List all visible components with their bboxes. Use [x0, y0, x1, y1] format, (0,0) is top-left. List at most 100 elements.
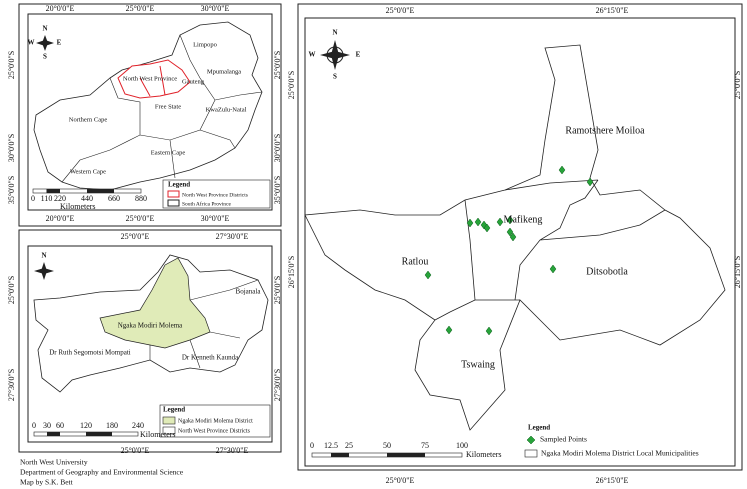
legend-item: South Africa Province — [182, 200, 231, 207]
place-label: Eastern Cape — [151, 149, 186, 156]
scale-label: 120 — [80, 421, 92, 430]
legend-swatch — [524, 449, 538, 458]
legend-swatch — [162, 416, 176, 425]
legend-box — [162, 179, 271, 209]
top-coordinate: 25°0'0"E — [126, 4, 155, 13]
scale-unit: Kilometers — [60, 202, 96, 211]
place-label: Ramotshere Moiloa — [565, 125, 645, 136]
sampled-point — [509, 232, 517, 242]
compass-letter: S — [333, 73, 337, 81]
compass-bl — [34, 262, 54, 280]
compass-tl — [36, 35, 54, 51]
place-label: Ditsobotla — [586, 266, 628, 277]
ngaka-modiri-molema — [99, 257, 211, 349]
scale-label: 0 — [32, 421, 36, 430]
credit-line: Map by S.K. Bett — [20, 478, 74, 487]
left-coordinate: 25°0'0"S — [7, 276, 16, 304]
right-coordinate: 25°0'0"S — [733, 71, 742, 99]
scale-label: 220 — [54, 194, 66, 203]
sampled-point — [496, 217, 504, 227]
district-boundaries — [149, 279, 259, 369]
legend-title: Legend — [528, 424, 550, 432]
sampled-point — [506, 215, 514, 225]
right-coordinate: 25°0'0"S — [273, 276, 282, 304]
scale-label: 0 — [31, 194, 35, 203]
scale-bar-segment — [331, 453, 349, 457]
left-coordinate: 27°30'0"S — [7, 369, 16, 401]
left-coordinate: 26°15'0"S — [287, 256, 296, 288]
place-label: KwaZulu-Natal — [206, 106, 247, 113]
sampled-point — [586, 177, 594, 187]
place-label: Free State — [155, 103, 181, 110]
place-label: Limpopo — [193, 41, 217, 48]
place-label: Ratlou — [402, 256, 429, 267]
legend-title: Legend — [163, 406, 185, 414]
place-label: Mafikeng — [504, 214, 543, 225]
place-label: Western Cape — [70, 168, 106, 175]
left-coordinate: 30°0'0"S — [7, 134, 16, 162]
compass-main — [320, 40, 350, 70]
right-coordinate: 26°15'0"S — [733, 256, 742, 288]
compass-letter: N — [332, 29, 337, 37]
map-frame — [27, 245, 273, 443]
bottom-coordinate: 30°0'0"E — [201, 214, 230, 223]
legend-marker — [526, 435, 536, 445]
scale-label: 660 — [108, 194, 120, 203]
legend-title: Legend — [168, 181, 190, 189]
legend-item: North West Province Districts — [178, 428, 251, 434]
scale-label: 50 — [383, 441, 391, 450]
sampled-point — [474, 217, 482, 227]
place-label: Dr Ruth Segomotsi Mompati — [49, 349, 131, 357]
credit-line: North West University — [20, 458, 88, 467]
legend-item: North West Province Districts — [182, 192, 248, 198]
place-label: Mpumalanga — [207, 68, 241, 75]
scale-label: 25 — [345, 441, 353, 450]
sampled-point — [558, 165, 566, 175]
bottom-coordinate: 25°0'0"E — [126, 214, 155, 223]
panel-frame — [18, 3, 282, 227]
compass-letter: N — [42, 25, 47, 33]
left-coordinate: 35°0'0"S — [7, 176, 16, 204]
legend-item: Ngaka Modiri Molema District Local Munic… — [541, 449, 699, 458]
bottom-coordinate: 25°0'0"E — [386, 476, 415, 485]
province-boundaries — [61, 34, 263, 183]
sampled-point — [424, 270, 432, 280]
scale-label: 180 — [106, 421, 118, 430]
scale-label: 12.5 — [324, 441, 338, 450]
scale-label: 75 — [421, 441, 429, 450]
compass-letter: W — [309, 51, 316, 59]
scale-label: 30 — [43, 421, 51, 430]
place-label: Northern Cape — [69, 116, 108, 123]
left-coordinate: 25°0'0"S — [7, 51, 16, 79]
legend-box — [159, 404, 271, 438]
top-coordinate: 27°30'0"E — [216, 232, 249, 241]
place-label: Dr Kenneth Kaunda — [182, 354, 239, 362]
map-frame — [304, 17, 736, 467]
panel-frame — [297, 3, 743, 471]
scale-bar-segment — [387, 453, 425, 457]
top-coordinate: 30°0'0"E — [201, 4, 230, 13]
legend-item: Sampled Points — [540, 435, 587, 444]
legend-swatch — [162, 426, 176, 435]
right-coordinate: 30°0'0"S — [273, 134, 282, 162]
compass-letter: E — [356, 51, 361, 59]
top-coordinate: 20°0'0"E — [46, 4, 75, 13]
legend-swatch — [167, 199, 180, 207]
right-coordinate: 35°0'0"S — [273, 176, 282, 204]
sampled-point — [466, 218, 474, 228]
scale-label: 240 — [132, 421, 144, 430]
scale-bar-segment — [87, 189, 114, 193]
bottom-coordinate: 20°0'0"E — [46, 214, 75, 223]
sampled-point — [483, 223, 491, 233]
top-coordinate: 25°0'0"E — [386, 6, 415, 15]
scale-bar-segment — [46, 189, 60, 193]
scale-bar-segment — [47, 432, 60, 436]
legend-swatch — [167, 190, 180, 198]
place-label: Tswaing — [461, 359, 495, 370]
compass-letter: E — [57, 39, 62, 47]
compass-letter: N — [41, 252, 46, 260]
panel-frame — [18, 229, 282, 453]
bottom-coordinate: 26°15'0"E — [596, 476, 629, 485]
top-coordinate: 25°0'0"E — [121, 232, 150, 241]
